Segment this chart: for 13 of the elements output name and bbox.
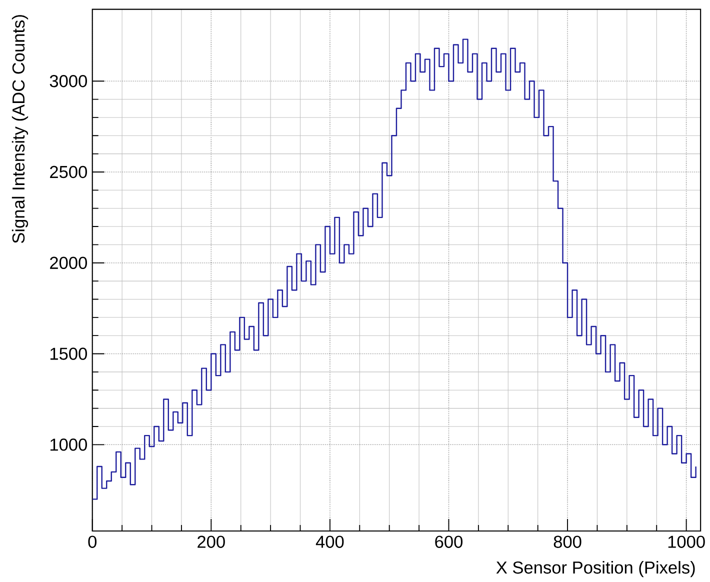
y-tick-label: 1500 bbox=[50, 348, 87, 360]
x-tick-label: 1000 bbox=[668, 536, 705, 548]
x-tick-label: 200 bbox=[198, 536, 225, 548]
y-tick-label: 2000 bbox=[50, 256, 87, 270]
x-axis-title: X Sensor Position (Pixels) bbox=[496, 561, 695, 578]
y-tick-label: 1000 bbox=[50, 438, 87, 451]
y-tick-label: 2500 bbox=[50, 166, 87, 178]
x-tick-label: 0 bbox=[88, 536, 97, 548]
y-tick-label: 3000 bbox=[50, 75, 87, 88]
y-axis-title: Signal Intensity (ADC Counts) bbox=[12, 15, 28, 244]
x-tick-label: 600 bbox=[435, 536, 462, 548]
x-tick-label: 800 bbox=[554, 536, 582, 548]
x-tick-label: 400 bbox=[316, 536, 344, 548]
